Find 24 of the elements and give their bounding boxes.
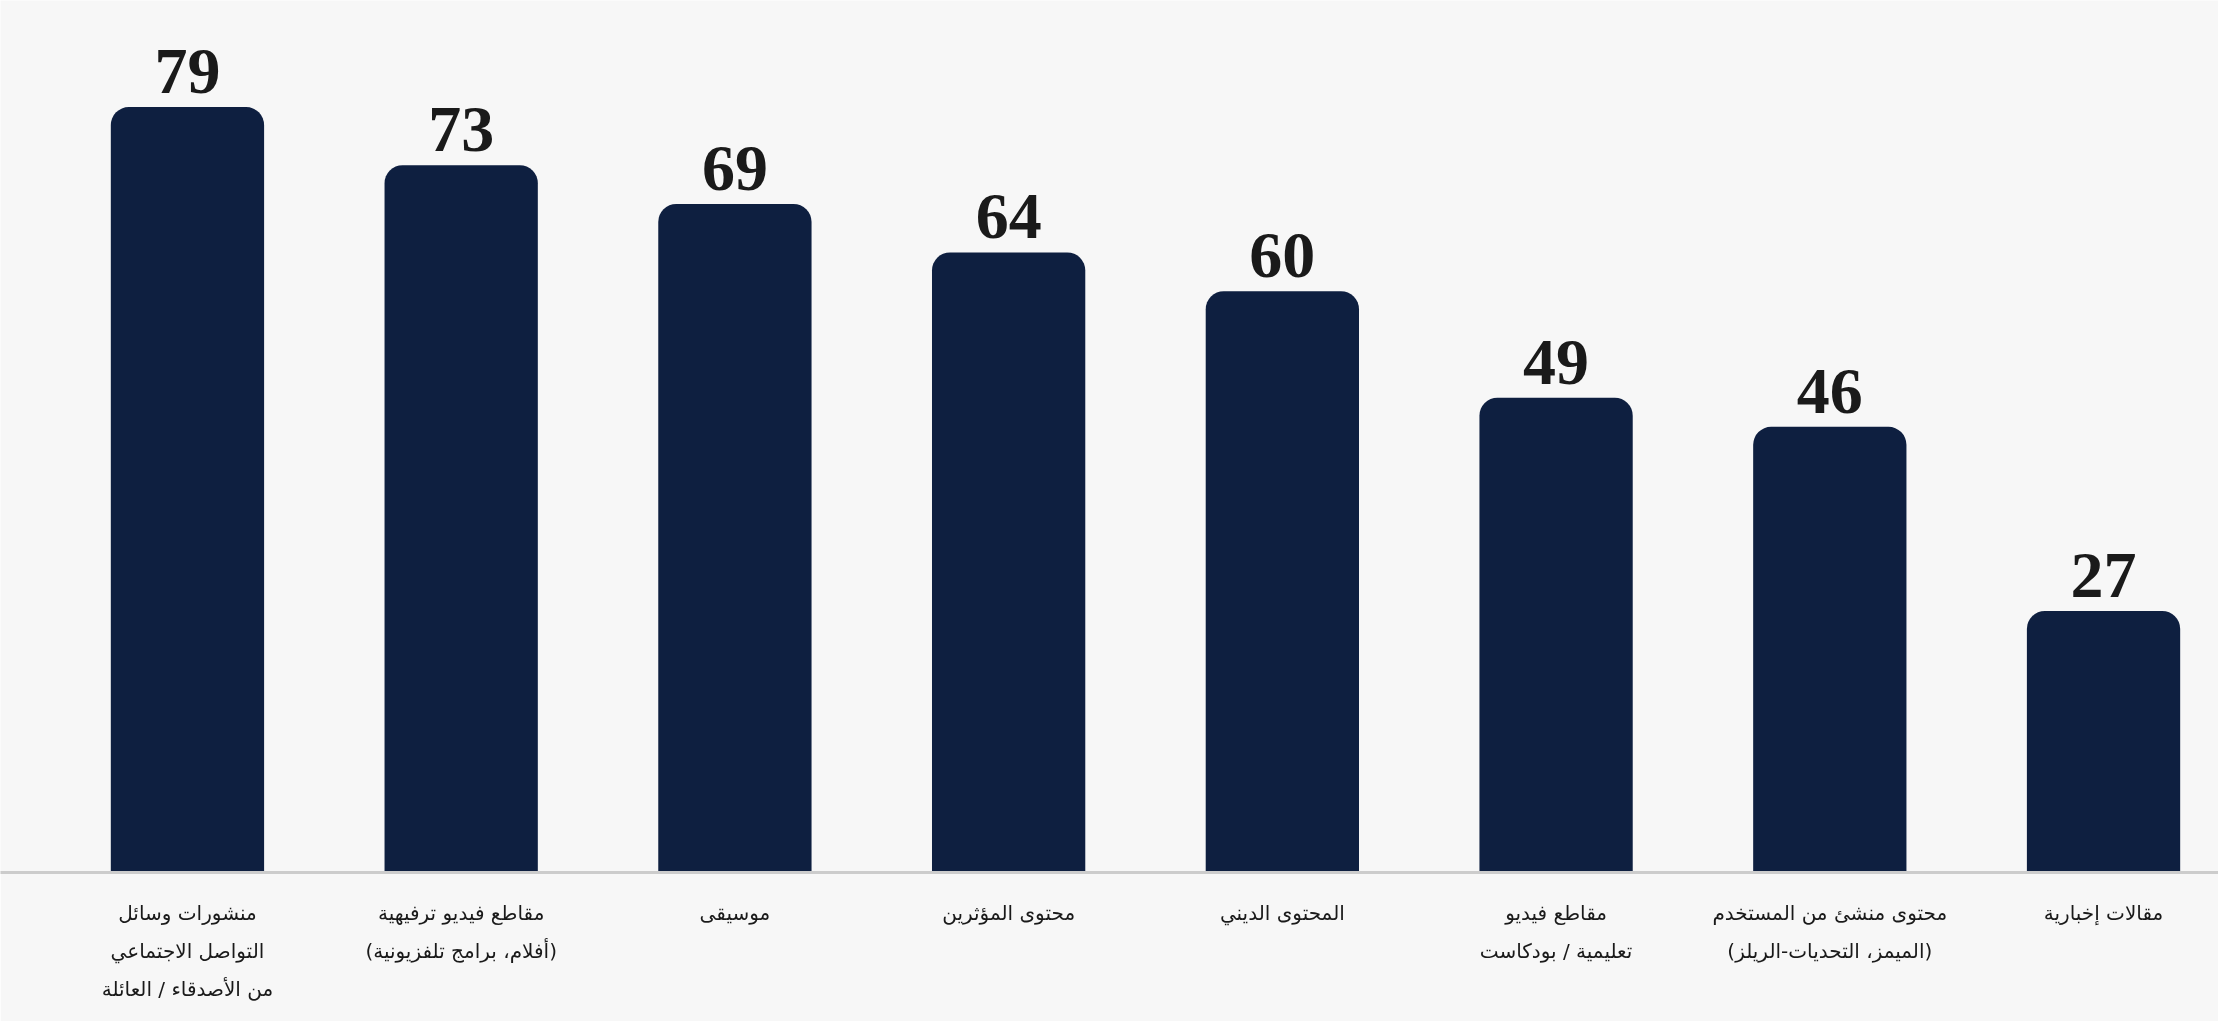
data-label: 79 xyxy=(154,34,221,108)
x-tick-label: محتوى منشئ من المستخدم (الميمز، التحديات-الريلز) xyxy=(1712,900,1948,963)
data-label: 49 xyxy=(1523,324,1590,398)
data-label: 60 xyxy=(1249,218,1316,292)
bar xyxy=(658,203,812,873)
x-tick-label: مقاطع فيديو ترفيهية (أفلام، برامج تلفزيونية) xyxy=(365,900,557,963)
bar xyxy=(1753,426,1907,873)
x-tick-label: محتوى المؤثرين xyxy=(942,900,1076,925)
data-label: 46 xyxy=(1796,353,1863,427)
bar xyxy=(2026,610,2181,873)
data-label: 73 xyxy=(428,92,495,166)
data-label: 64 xyxy=(975,179,1042,253)
bar xyxy=(384,165,538,873)
bar xyxy=(110,107,265,873)
bar xyxy=(931,252,1086,873)
x-tick-label: موسيقى xyxy=(699,900,771,925)
bar xyxy=(1479,397,1633,873)
data-label: 27 xyxy=(2070,537,2137,611)
x-tick-label: مقاطع فيديو تعليمية / بودكاست xyxy=(1479,900,1633,963)
x-tick-label: مقالات إخبارية xyxy=(2043,900,2164,926)
x-tick-label: المحتوى الديني xyxy=(1219,900,1345,926)
data-label: 69 xyxy=(701,130,768,204)
x-tick-label: منشورات وسائل التواصل الاجتماعي من الأصدقاء / العائلة xyxy=(101,900,274,1002)
bar xyxy=(1205,291,1359,873)
